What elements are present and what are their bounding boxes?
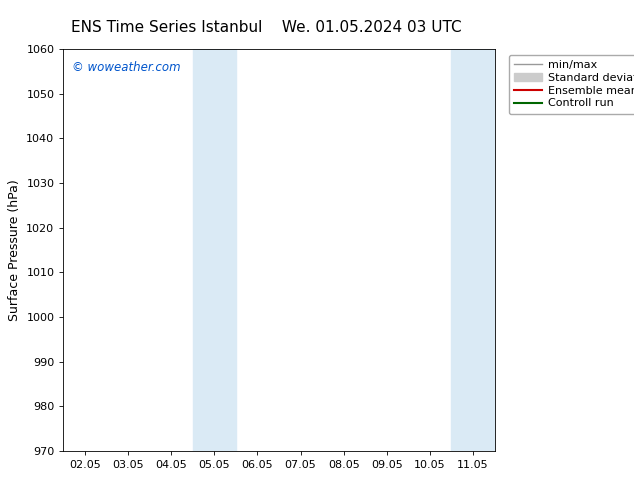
- Legend: min/max, Standard deviation, Ensemble mean run, Controll run: min/max, Standard deviation, Ensemble me…: [508, 54, 634, 114]
- Bar: [193, 49, 236, 451]
- Bar: [451, 49, 495, 451]
- Text: ENS Time Series Istanbul    We. 01.05.2024 03 UTC: ENS Time Series Istanbul We. 01.05.2024 …: [71, 20, 462, 35]
- Y-axis label: Surface Pressure (hPa): Surface Pressure (hPa): [8, 179, 21, 321]
- Text: © woweather.com: © woweather.com: [72, 61, 181, 74]
